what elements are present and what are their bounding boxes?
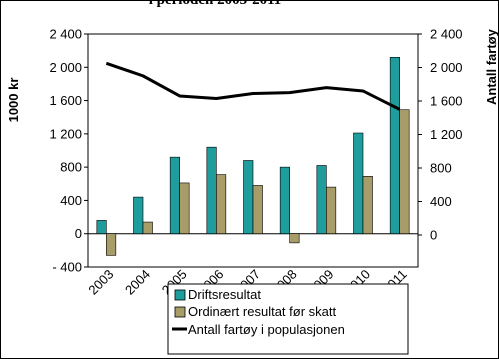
legend-label-antall-fartoy: Antall fartøy i populasjonen	[188, 322, 345, 337]
plot-frame	[87, 33, 419, 268]
bars-layer	[96, 56, 410, 256]
bar-driftsresultat-2004	[133, 196, 144, 235]
bar-driftsresultat-2011	[389, 56, 400, 235]
bar-ordinaert-resultat-for-skatt-2010	[362, 175, 373, 235]
right-tick-label: 1 600	[430, 94, 463, 109]
left-tick-label: 400	[60, 193, 82, 208]
bar-ordinaert-resultat-for-skatt-2007	[252, 185, 263, 235]
bar-ordinaert-resultat-for-skatt-2006	[216, 174, 227, 235]
line-layer	[105, 61, 401, 111]
right-tick-label: 1 200	[430, 127, 463, 142]
left-tick-label: 800	[60, 160, 82, 175]
line-antall-fartoy-i-populasjonen	[105, 61, 401, 111]
legend-swatch-driftsresultat	[174, 289, 186, 301]
y-axis-label: 1000 kr	[6, 78, 21, 123]
bar-ordinaert-resultat-for-skatt-2011	[399, 109, 410, 235]
bar-driftsresultat-2009	[316, 165, 327, 235]
left-tick-label: 1 600	[49, 93, 82, 108]
right-tick-label: 400	[430, 194, 452, 209]
bar-ordinaert-resultat-for-skatt-2008	[289, 233, 300, 244]
left-tick-label: 2 400	[49, 27, 82, 42]
legend-label-driftsresultat: Driftsresultat	[188, 287, 261, 302]
chart-title: i perioden 2003-2011	[149, 0, 282, 8]
bar-ordinaert-resultat-for-skatt-2003	[106, 233, 117, 256]
bar-ordinaert-resultat-for-skatt-2005	[179, 182, 190, 235]
right-tick-label: 2 000	[430, 60, 463, 75]
legend-box	[167, 283, 409, 355]
legend: Driftsresultat Ordinært resultat før ska…	[167, 283, 409, 355]
left-tick-label: 0	[75, 226, 82, 241]
bar-ordinaert-resultat-for-skatt-2004	[142, 221, 153, 235]
bar-driftsresultat-2003	[96, 220, 107, 235]
bar-driftsresultat-2010	[353, 132, 364, 235]
right-tick-label: 2 400	[430, 27, 463, 42]
right-tick-label: 0	[430, 228, 437, 243]
bar-ordinaert-resultat-for-skatt-2009	[326, 186, 337, 235]
right-tick-label: 800	[430, 161, 452, 176]
bar-driftsresultat-2006	[206, 146, 217, 235]
y2-axis-label: Antall fartøy	[484, 28, 499, 105]
bar-driftsresultat-2008	[279, 166, 290, 235]
left-tick-label: 2 000	[49, 60, 82, 75]
left-axis-ticks: - 400 0 400 800 1 200 1 600 2 000 2 400	[49, 27, 88, 275]
legend-swatch-ordinaert-resultat	[174, 306, 186, 318]
legend-label-ordinaert-resultat: Ordinært resultat før skatt	[188, 304, 336, 319]
bar-driftsresultat-2007	[243, 160, 254, 235]
left-tick-label: - 400	[52, 260, 82, 275]
right-axis-ticks: 0 400 800 1 200 1 600 2 000 2 400	[418, 27, 463, 243]
bar-driftsresultat-2005	[169, 156, 180, 235]
left-tick-label: 1 200	[49, 126, 82, 141]
